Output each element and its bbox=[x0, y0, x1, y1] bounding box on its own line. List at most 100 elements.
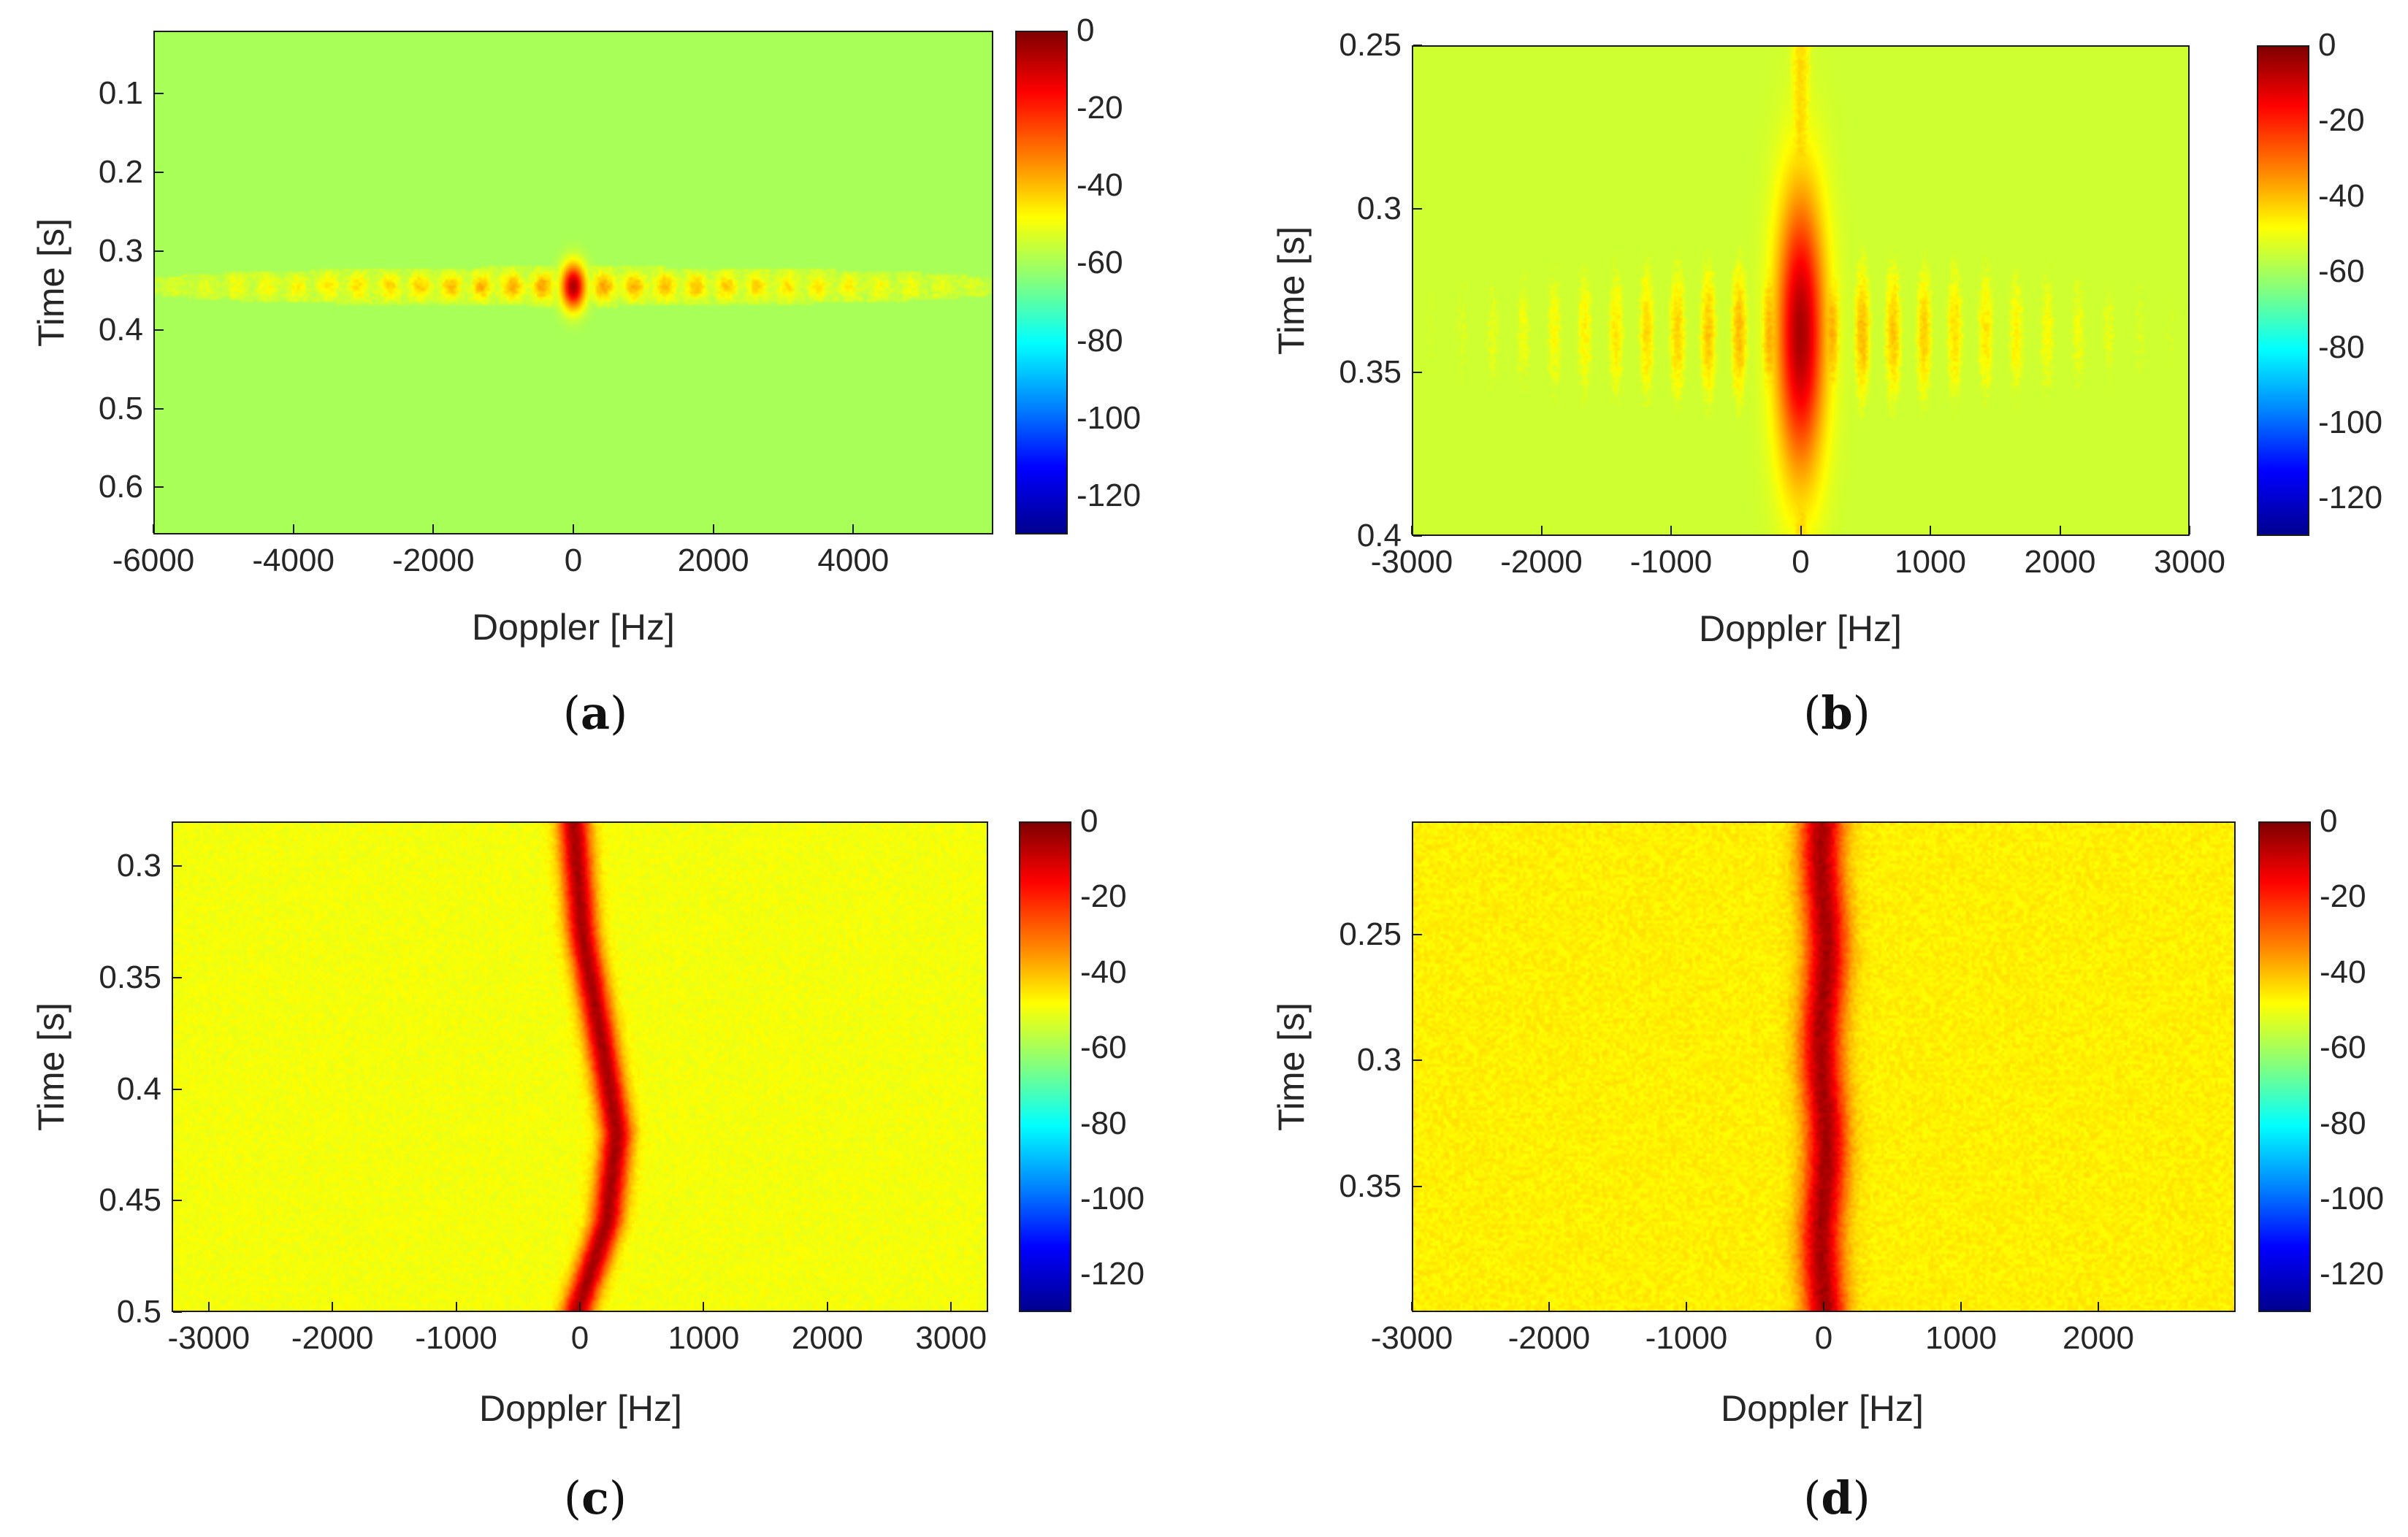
xtick-mark bbox=[432, 524, 435, 533]
spectrogram-c bbox=[172, 821, 988, 1312]
heatmap-canvas-b bbox=[1413, 47, 2188, 534]
xtick-mark bbox=[1686, 1302, 1687, 1311]
colorbar-tick-label: -40 bbox=[2320, 954, 2366, 990]
colorbar-tick-label: -120 bbox=[1077, 477, 1142, 513]
xtick-label: -2000 bbox=[1500, 544, 1583, 580]
colorbar-tick-label: 0 bbox=[2318, 27, 2336, 63]
xtick-mark bbox=[712, 524, 714, 533]
xtick-mark bbox=[703, 1302, 705, 1311]
ytick-mark bbox=[1413, 1059, 1422, 1062]
colorbar-tick-label: -60 bbox=[1077, 245, 1123, 281]
ytick-mark bbox=[1413, 372, 1422, 373]
xtick-label: -3000 bbox=[1370, 544, 1453, 580]
colorbar-tick-label: -120 bbox=[2320, 1256, 2385, 1292]
ytick-label: 0.3 bbox=[98, 232, 143, 269]
xtick-mark bbox=[573, 524, 574, 533]
xtick-mark bbox=[292, 524, 294, 533]
ylabel-c: Time [s] bbox=[31, 1003, 72, 1131]
ytick-label: 0.35 bbox=[99, 959, 161, 995]
xtick-label: -3000 bbox=[167, 1320, 251, 1356]
colorbar-tick-label: -60 bbox=[2320, 1030, 2366, 1066]
xtick-label: 2000 bbox=[677, 543, 749, 578]
colorbar-tick-label: -80 bbox=[1077, 322, 1123, 359]
ytick-label: 0.6 bbox=[98, 469, 143, 505]
colorbar-tick-label: -20 bbox=[2318, 102, 2365, 139]
xtick-label: 1000 bbox=[668, 1320, 740, 1356]
spectrogram-b bbox=[1412, 45, 2190, 536]
ytick-label: 0.4 bbox=[1356, 518, 1402, 553]
ytick-label: 0.35 bbox=[1339, 1168, 1402, 1204]
xtick-mark bbox=[2098, 1302, 2099, 1311]
colorbar-tick-label: -40 bbox=[1077, 167, 1123, 204]
xtick-label: 1000 bbox=[1895, 544, 1966, 580]
xtick-label: -2000 bbox=[392, 543, 475, 578]
xtick-label: -6000 bbox=[112, 543, 195, 578]
ytick-mark bbox=[155, 250, 164, 252]
ytick-mark bbox=[155, 172, 164, 174]
ytick-mark bbox=[1413, 45, 1422, 46]
xtick-mark bbox=[1670, 526, 1672, 534]
ytick-mark bbox=[173, 1200, 182, 1202]
ytick-mark bbox=[173, 1088, 182, 1090]
ytick-mark bbox=[173, 1311, 182, 1313]
xlabel-d: Doppler [Hz] bbox=[1721, 1388, 1924, 1429]
ytick-label: 0.5 bbox=[98, 390, 143, 426]
xtick-mark bbox=[1540, 526, 1543, 534]
xtick-mark bbox=[2059, 526, 2061, 534]
colorbar-tick-label: -100 bbox=[2318, 404, 2383, 440]
xtick-mark bbox=[579, 1302, 581, 1311]
colorbar-tick-label: -40 bbox=[1080, 954, 1127, 990]
xtick-mark bbox=[332, 1302, 334, 1311]
heatmap-canvas-a bbox=[155, 32, 992, 533]
xtick-label: 2000 bbox=[791, 1320, 863, 1356]
ytick-mark bbox=[155, 329, 164, 331]
xtick-mark bbox=[1411, 1302, 1413, 1311]
colorbar-tick-label: 0 bbox=[2320, 803, 2338, 839]
xlabel-b: Doppler [Hz] bbox=[1699, 608, 1902, 649]
colorbar-tick-label: -20 bbox=[2320, 878, 2366, 915]
ytick-mark bbox=[155, 486, 164, 488]
colorbar-tick-label: 0 bbox=[1080, 803, 1098, 839]
colorbar-tick-label: -80 bbox=[2318, 329, 2365, 365]
ytick-label: 0.5 bbox=[116, 1294, 161, 1330]
colorbar-tick-label: -40 bbox=[2318, 177, 2365, 214]
ylabel-d: Time [s] bbox=[1271, 1003, 1312, 1131]
xlabel-a: Doppler [Hz] bbox=[472, 607, 675, 648]
xtick-mark bbox=[950, 1302, 952, 1311]
ytick-mark bbox=[1413, 934, 1422, 936]
ytick-mark bbox=[1413, 535, 1422, 537]
ytick-label: 0.1 bbox=[98, 75, 143, 112]
xlabel-c: Doppler [Hz] bbox=[479, 1388, 682, 1429]
xtick-mark bbox=[153, 524, 154, 533]
ylabel-a: Time [s] bbox=[31, 218, 72, 347]
xtick-mark bbox=[2189, 526, 2190, 534]
colorbar-tick-label: -80 bbox=[1080, 1105, 1127, 1141]
xtick-mark bbox=[455, 1302, 457, 1311]
colorbar-tick-label: -100 bbox=[2320, 1180, 2385, 1216]
xtick-mark bbox=[1548, 1302, 1550, 1311]
xtick-mark bbox=[1823, 1302, 1824, 1311]
ytick-label: 0.35 bbox=[1339, 354, 1402, 390]
heatmap-canvas-d bbox=[1413, 823, 2234, 1311]
colorbar-tick-label: -60 bbox=[2318, 253, 2365, 290]
xtick-label: -2000 bbox=[1507, 1320, 1591, 1356]
ytick-label: 0.3 bbox=[116, 848, 161, 884]
colorbar-a bbox=[1015, 31, 1068, 534]
xtick-label: -1000 bbox=[1645, 1320, 1728, 1356]
ytick-mark bbox=[155, 407, 164, 410]
colorbar-tick-label: -120 bbox=[2318, 480, 2383, 516]
ylabel-b: Time [s] bbox=[1271, 226, 1312, 355]
ytick-label: 0.45 bbox=[99, 1182, 161, 1219]
colorbar-tick-label: -20 bbox=[1080, 878, 1127, 915]
colorbar-tick-label: -20 bbox=[1077, 90, 1123, 126]
xtick-label: 0 bbox=[564, 543, 583, 578]
colorbar-b bbox=[2257, 45, 2309, 536]
ytick-mark bbox=[173, 976, 182, 978]
caption-a: (a) bbox=[562, 686, 628, 740]
colorbar-tick-label: -80 bbox=[2320, 1105, 2366, 1141]
xtick-mark bbox=[1930, 526, 1931, 534]
xtick-label: 2000 bbox=[2024, 544, 2096, 580]
caption-d: (d) bbox=[1803, 1471, 1870, 1525]
xtick-label: 1000 bbox=[1925, 1320, 1997, 1356]
ytick-mark bbox=[1413, 1185, 1422, 1187]
